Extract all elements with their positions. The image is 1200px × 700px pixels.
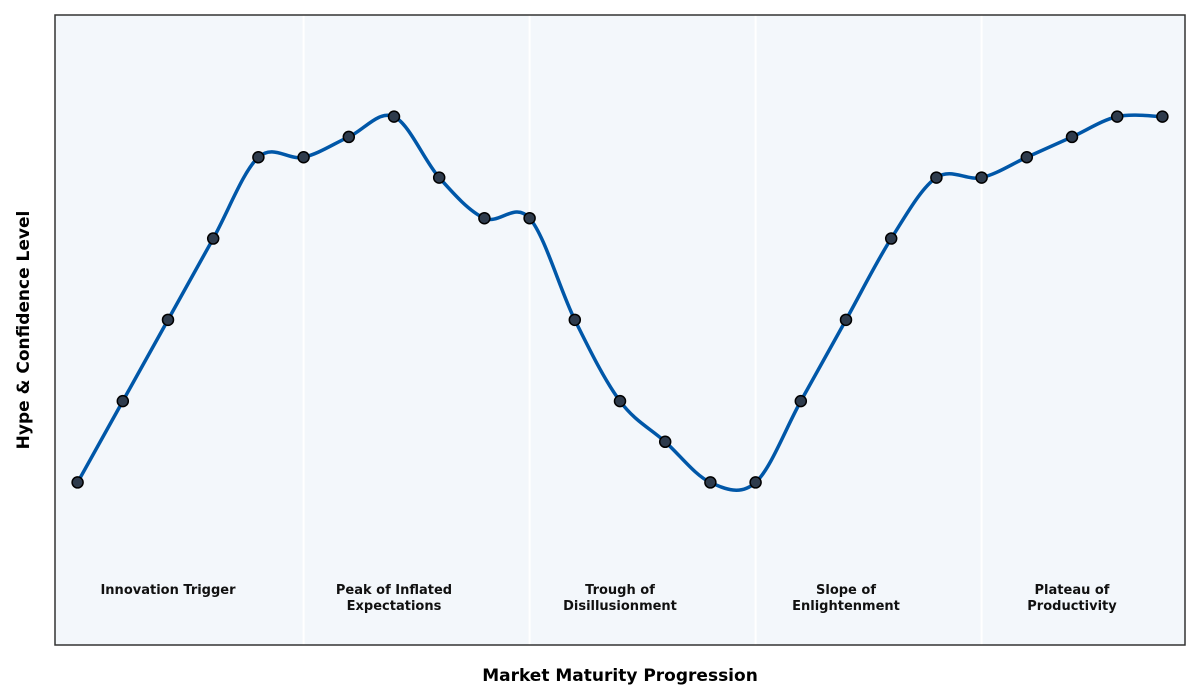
y-axis-label: Hype & Confidence Level: [14, 211, 34, 450]
hype-curve: [76, 113, 1163, 492]
data-point: [161, 313, 175, 327]
data-point: [387, 110, 401, 123]
data-point: [1156, 110, 1169, 123]
data-point: [1110, 110, 1124, 123]
data-point: [1020, 151, 1034, 164]
data-point: [839, 313, 853, 327]
data-point: [658, 435, 672, 449]
plot-frame: [54, 14, 1186, 646]
phase-label: Trough of Disillusionment: [563, 583, 677, 614]
data-point: [1065, 130, 1079, 144]
data-point: [884, 232, 898, 245]
data-point: [975, 171, 988, 184]
data-point: [432, 171, 446, 184]
x-axis-label: Market Maturity Progression: [482, 666, 758, 686]
data-point: [704, 476, 717, 489]
data-point: [116, 394, 130, 408]
phase-label: Innovation Trigger: [100, 583, 236, 598]
data-point: [613, 394, 627, 408]
data-point: [252, 151, 265, 164]
data-point: [749, 476, 762, 489]
data-point: [342, 130, 356, 144]
data-point: [568, 313, 582, 327]
data-point: [71, 476, 84, 489]
data-point: [297, 151, 310, 164]
plot-background: [55, 15, 1185, 645]
data-point: [523, 211, 536, 225]
data-point: [206, 232, 220, 245]
data-point: [930, 171, 943, 184]
phase-label: Slope of Enlightenment: [792, 583, 900, 614]
phase-label: Plateau of Productivity: [1027, 583, 1117, 614]
data-point: [478, 211, 491, 225]
phase-label: Peak of Inflated Expectations: [335, 583, 453, 614]
data-point: [794, 394, 808, 408]
